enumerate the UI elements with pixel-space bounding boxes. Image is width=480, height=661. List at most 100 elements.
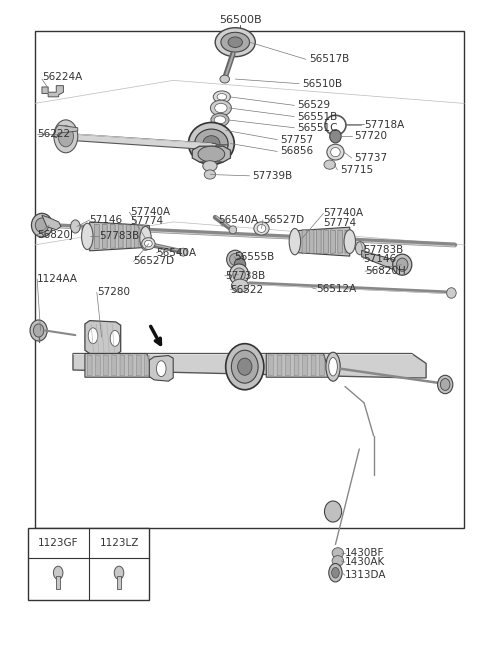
Polygon shape <box>269 355 274 376</box>
Ellipse shape <box>30 320 47 341</box>
Polygon shape <box>303 355 308 376</box>
Ellipse shape <box>203 136 220 151</box>
Ellipse shape <box>326 352 340 381</box>
Ellipse shape <box>234 258 246 271</box>
Bar <box>56 576 60 589</box>
Ellipse shape <box>71 220 80 233</box>
Ellipse shape <box>144 241 152 247</box>
Text: 57146: 57146 <box>363 254 396 264</box>
Text: 56856: 56856 <box>281 147 314 157</box>
Ellipse shape <box>229 253 241 265</box>
Ellipse shape <box>114 566 124 580</box>
Text: 57774: 57774 <box>130 216 163 226</box>
Text: 1123LZ: 1123LZ <box>99 538 139 548</box>
Text: 57783B: 57783B <box>363 245 403 254</box>
Text: 57740A: 57740A <box>324 208 364 218</box>
Ellipse shape <box>332 556 344 566</box>
Text: 56529: 56529 <box>297 100 330 110</box>
Ellipse shape <box>396 258 408 271</box>
Polygon shape <box>120 355 125 376</box>
Text: 1124AA: 1124AA <box>37 274 78 284</box>
Polygon shape <box>128 355 133 376</box>
Polygon shape <box>104 355 108 376</box>
Ellipse shape <box>324 501 342 522</box>
Ellipse shape <box>220 75 229 83</box>
Text: 57715: 57715 <box>340 165 373 175</box>
Ellipse shape <box>229 264 249 285</box>
Ellipse shape <box>331 147 340 157</box>
Ellipse shape <box>257 225 266 233</box>
Ellipse shape <box>231 279 249 292</box>
Ellipse shape <box>198 146 225 162</box>
Polygon shape <box>362 251 397 269</box>
Bar <box>117 576 121 589</box>
Text: 57757: 57757 <box>281 135 314 145</box>
Ellipse shape <box>189 122 234 165</box>
Text: 57146: 57146 <box>90 215 123 225</box>
Polygon shape <box>149 356 173 381</box>
Ellipse shape <box>32 214 52 237</box>
Ellipse shape <box>211 113 229 126</box>
Text: 57740A: 57740A <box>130 207 170 217</box>
Ellipse shape <box>356 242 365 254</box>
Ellipse shape <box>327 144 344 160</box>
Text: 57718A: 57718A <box>364 120 404 130</box>
Ellipse shape <box>34 324 44 337</box>
Ellipse shape <box>142 238 155 250</box>
Polygon shape <box>42 86 63 97</box>
Ellipse shape <box>233 268 245 281</box>
Ellipse shape <box>441 379 450 391</box>
Ellipse shape <box>329 358 337 376</box>
Text: 56527D: 56527D <box>133 256 175 266</box>
Text: 1123GF: 1123GF <box>38 538 78 548</box>
Polygon shape <box>142 225 147 248</box>
Polygon shape <box>320 355 324 376</box>
Text: 57739B: 57739B <box>252 171 292 181</box>
Ellipse shape <box>217 94 227 100</box>
Ellipse shape <box>229 226 237 234</box>
Polygon shape <box>277 355 282 376</box>
Polygon shape <box>331 230 336 253</box>
Polygon shape <box>54 125 78 137</box>
Ellipse shape <box>213 91 230 102</box>
Text: 56500B: 56500B <box>219 15 261 25</box>
Ellipse shape <box>88 328 98 344</box>
Ellipse shape <box>231 350 258 383</box>
Text: 56551C: 56551C <box>297 123 338 133</box>
Ellipse shape <box>210 100 231 116</box>
Ellipse shape <box>215 103 227 112</box>
Text: 57737: 57737 <box>355 153 388 163</box>
Ellipse shape <box>195 129 228 158</box>
Ellipse shape <box>58 126 73 147</box>
Text: 56540A: 56540A <box>218 215 259 225</box>
Text: 56527D: 56527D <box>263 215 304 225</box>
Polygon shape <box>338 230 343 253</box>
Ellipse shape <box>227 251 244 268</box>
Ellipse shape <box>211 126 226 135</box>
Polygon shape <box>73 354 426 378</box>
Ellipse shape <box>330 130 341 143</box>
Ellipse shape <box>344 230 356 253</box>
Text: 57774: 57774 <box>324 217 357 227</box>
Text: 56224A: 56224A <box>42 72 82 82</box>
Polygon shape <box>311 355 316 376</box>
Text: 56517B: 56517B <box>309 54 349 64</box>
Ellipse shape <box>332 567 339 578</box>
Ellipse shape <box>254 222 269 235</box>
Text: 1313DA: 1313DA <box>345 570 386 580</box>
Ellipse shape <box>289 229 300 254</box>
Polygon shape <box>294 355 299 376</box>
Polygon shape <box>96 355 100 376</box>
Text: 57720: 57720 <box>355 132 387 141</box>
Text: 56540A: 56540A <box>156 248 197 258</box>
Ellipse shape <box>393 254 412 275</box>
Ellipse shape <box>329 564 342 582</box>
Polygon shape <box>144 355 149 376</box>
Polygon shape <box>316 229 321 254</box>
Text: 56222: 56222 <box>37 130 70 139</box>
Polygon shape <box>95 224 99 249</box>
Bar <box>28 528 149 600</box>
Polygon shape <box>295 227 350 256</box>
Text: 56820H: 56820H <box>365 266 406 276</box>
Ellipse shape <box>438 375 453 394</box>
